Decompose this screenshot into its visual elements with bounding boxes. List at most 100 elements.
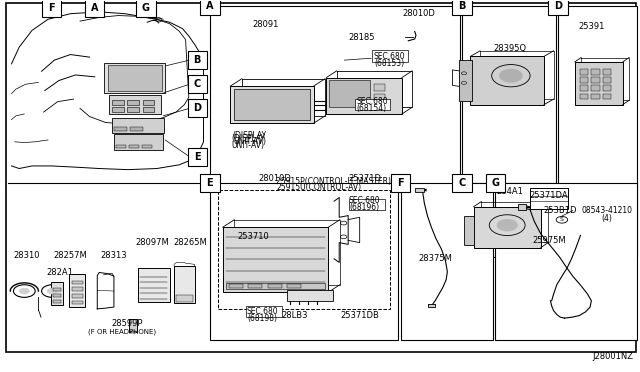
Text: 28395Q: 28395Q	[493, 45, 527, 54]
Bar	[129, 319, 137, 332]
Text: 28091: 28091	[252, 20, 279, 29]
Bar	[580, 77, 588, 83]
Bar	[69, 274, 85, 307]
Bar	[108, 65, 162, 90]
Text: 28599P: 28599P	[111, 319, 143, 328]
Bar	[116, 145, 126, 148]
Bar	[143, 100, 154, 105]
Bar	[129, 145, 139, 148]
Bar	[210, 183, 398, 340]
Bar	[474, 207, 541, 248]
Text: E: E	[207, 178, 213, 187]
Bar	[401, 183, 493, 340]
Bar	[143, 107, 154, 112]
Bar	[114, 134, 163, 150]
Text: 25371D: 25371D	[348, 174, 381, 183]
Text: 25915U(CONTROL-AV): 25915U(CONTROL-AV)	[276, 183, 362, 192]
Text: (DISPLAY: (DISPLAY	[232, 131, 267, 140]
Bar	[459, 60, 472, 101]
Bar	[246, 306, 282, 317]
Bar	[415, 188, 424, 192]
Text: 28257M: 28257M	[54, 250, 87, 260]
Circle shape	[497, 219, 517, 231]
Text: 28097M: 28097M	[136, 238, 169, 247]
Bar	[372, 51, 408, 62]
Bar	[603, 85, 611, 91]
Text: UNIT-AV): UNIT-AV)	[233, 137, 266, 145]
Text: (68153): (68153)	[374, 58, 405, 68]
Bar	[188, 76, 207, 93]
Bar	[136, 0, 156, 17]
Bar	[603, 93, 611, 99]
Bar	[428, 304, 435, 307]
Bar	[112, 100, 124, 105]
Bar	[464, 216, 474, 245]
Text: (68198): (68198)	[248, 314, 277, 323]
Bar	[53, 294, 61, 297]
Text: B: B	[193, 55, 201, 65]
Bar	[176, 295, 193, 302]
Bar	[188, 148, 207, 166]
Bar	[142, 145, 152, 148]
Bar	[268, 284, 282, 288]
Bar	[112, 107, 124, 112]
Bar	[287, 289, 333, 301]
Bar	[42, 0, 61, 17]
Bar	[391, 174, 410, 192]
Bar	[591, 77, 600, 83]
Bar	[452, 174, 472, 192]
Bar	[138, 268, 170, 302]
Text: (4): (4)	[602, 214, 612, 223]
Bar	[72, 287, 83, 291]
Bar	[210, 6, 460, 185]
Text: 25391: 25391	[579, 22, 605, 31]
Text: S: S	[560, 217, 564, 222]
Text: SEC.680: SEC.680	[374, 52, 406, 61]
Bar	[530, 188, 568, 209]
Text: 253710: 253710	[237, 232, 269, 241]
Text: D: D	[554, 1, 562, 11]
Bar	[470, 57, 544, 105]
Bar	[495, 183, 637, 340]
Bar	[131, 331, 136, 333]
Bar	[374, 84, 385, 91]
Text: 28010D: 28010D	[403, 9, 436, 18]
Bar	[223, 227, 328, 292]
Bar	[452, 0, 472, 15]
Bar	[326, 77, 402, 114]
Bar	[603, 77, 611, 83]
Text: C: C	[193, 79, 201, 89]
Bar	[349, 199, 385, 211]
Bar	[374, 103, 385, 109]
Text: (F OR HEADPHONE): (F OR HEADPHONE)	[88, 328, 156, 335]
Text: (68196): (68196)	[349, 203, 380, 212]
Bar	[230, 86, 314, 123]
Bar	[374, 93, 385, 100]
Text: 25975M: 25975M	[532, 236, 566, 245]
Bar	[188, 51, 207, 69]
Circle shape	[47, 288, 58, 294]
Text: 28313: 28313	[100, 250, 127, 260]
Bar	[486, 174, 505, 192]
Text: (DISPLAY: (DISPLAY	[231, 134, 266, 143]
Text: D: D	[193, 103, 201, 113]
Bar	[591, 69, 600, 75]
Text: B: B	[458, 1, 466, 11]
Text: G: G	[142, 3, 150, 13]
Bar	[462, 6, 556, 185]
Bar	[72, 294, 83, 298]
Text: A: A	[91, 3, 99, 13]
Text: (68154): (68154)	[356, 104, 387, 113]
Bar	[53, 299, 61, 303]
Bar	[72, 301, 83, 304]
Text: 08543-41210: 08543-41210	[581, 206, 632, 215]
Text: 25915P(CONTROL-IT MASTER): 25915P(CONTROL-IT MASTER)	[276, 177, 392, 186]
Text: 284A1: 284A1	[497, 187, 524, 196]
Bar	[130, 127, 143, 131]
Text: F: F	[48, 3, 54, 13]
Bar	[53, 288, 61, 291]
Bar	[287, 284, 301, 288]
Text: 282A1: 282A1	[46, 268, 73, 277]
Circle shape	[19, 288, 29, 294]
Bar	[329, 80, 371, 107]
